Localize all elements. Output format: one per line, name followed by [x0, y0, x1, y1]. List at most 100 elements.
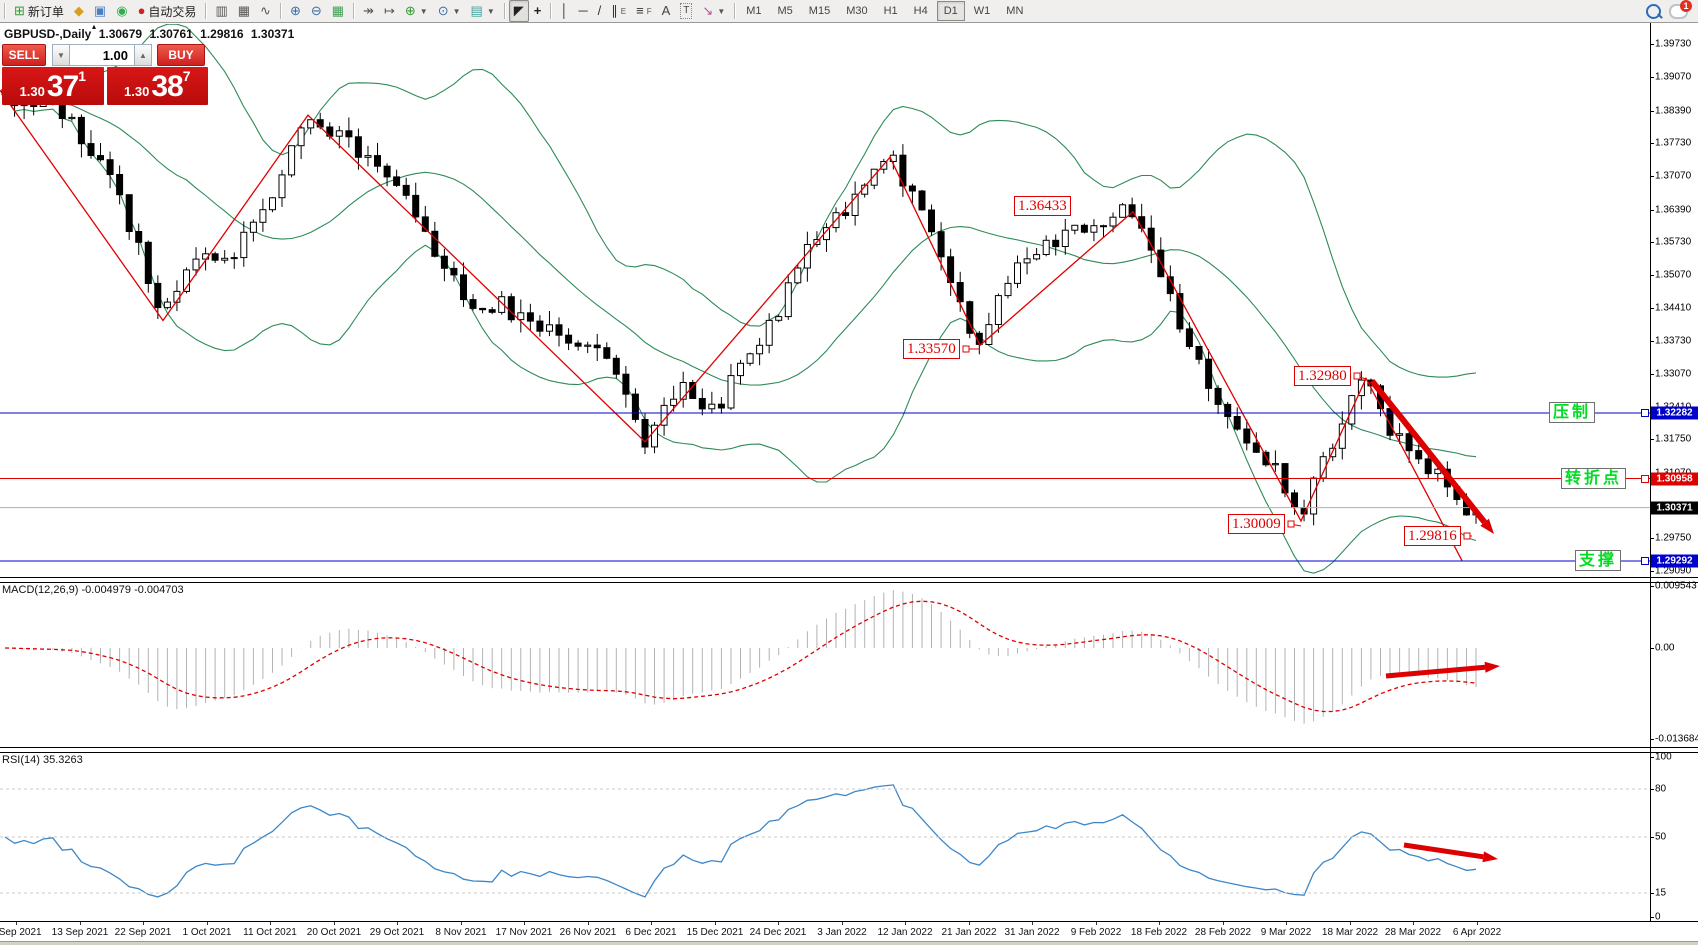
panel-separator[interactable]	[0, 577, 1698, 583]
indicator-tick-label: 100	[1655, 751, 1672, 763]
price-annotation[interactable]: 1.33570	[903, 339, 960, 359]
main-chart-panel[interactable]	[0, 22, 1698, 577]
trend-arrow-head	[1480, 518, 1494, 534]
indicator-tick-mark	[1650, 893, 1654, 894]
chart-info-line: GBPUSD-,Daily 1.30679 1.30761 1.29816 1.…	[4, 27, 298, 41]
level-anchor-square	[1641, 474, 1649, 483]
zoom-in-button[interactable]: ⊕	[285, 0, 306, 22]
price-annotation[interactable]: 1.29816	[1404, 526, 1461, 546]
date-label: 18 Feb 2022	[1130, 927, 1188, 938]
tf-button-M30[interactable]: M30	[846, 5, 868, 17]
price-tick-mark	[1650, 111, 1654, 112]
level-label-resistance[interactable]: 压制	[1549, 402, 1596, 423]
horizontal-line-button[interactable]: ─	[573, 0, 592, 22]
indicator-tick-mark	[1650, 837, 1654, 838]
price-annotation[interactable]: 1.30009	[1228, 514, 1285, 534]
price-annotation[interactable]: 1.36433	[1014, 196, 1071, 216]
price-tick-mark	[1650, 44, 1654, 45]
trade-panel-collapse-icon[interactable]: ▴	[92, 22, 97, 31]
volume-down-button[interactable]: ▼	[52, 44, 70, 66]
text-label-button[interactable]: T	[675, 0, 697, 22]
ask-quote[interactable]: 1.30 38 7	[106, 67, 208, 105]
chevron-down-icon: ▼	[419, 6, 428, 16]
add-indicator-icon: ⊕	[404, 3, 416, 18]
search-icon[interactable]	[1646, 3, 1661, 19]
ohlc-open: 1.30679	[98, 27, 143, 41]
chart-candles-button[interactable]: ▦	[233, 0, 255, 22]
date-label: 9 Mar 2022	[1260, 927, 1312, 938]
auto-trading-label: 自动交易	[148, 4, 197, 19]
volume-up-button[interactable]: ▲	[134, 44, 152, 66]
cursor-button[interactable]: ◤	[508, 0, 529, 22]
tile-windows-button[interactable]: ▦	[327, 0, 349, 22]
signals-button[interactable]: ◉	[111, 0, 132, 22]
chat-icon[interactable]: 1	[1669, 0, 1692, 19]
channel-button[interactable]: ∥ E	[611, 3, 627, 18]
sell-button[interactable]: SELL	[2, 44, 46, 66]
tf-button-D1[interactable]: D1	[936, 1, 965, 21]
date-label: 20 Oct 2021	[306, 927, 362, 938]
tf-button-MN[interactable]: MN	[1006, 5, 1024, 17]
trade-quotes-row: 1.30 37 1 1.30 38 7	[2, 67, 208, 105]
one-click-trading-panel: SELL ▼ 1.00 ▲ BUY 1.30 37 1 1.30 38 7	[2, 44, 208, 105]
price-badge: 1.32282	[1651, 406, 1698, 420]
arrows-button[interactable]: ↘ ▼	[697, 0, 730, 22]
text-button[interactable]: A	[657, 0, 676, 22]
chart-shift-icon: ↦	[383, 3, 395, 18]
trend-arrow-head	[1482, 851, 1498, 863]
tf-button-H1[interactable]: H1	[883, 5, 898, 17]
vertical-line-icon: │	[560, 3, 569, 18]
toolbar-separator	[205, 3, 207, 19]
tf-button-H4[interactable]: H4	[913, 5, 928, 17]
volume-input[interactable]: 1.00	[70, 44, 134, 66]
price-tick-mark	[1650, 143, 1654, 144]
rsi-plot-group	[4, 784, 1477, 898]
indicators-button[interactable]: ⊕ ▼	[400, 0, 433, 22]
price-tick-label: 1.33730	[1655, 335, 1692, 347]
chart-line-button[interactable]: ∿	[255, 0, 276, 22]
chart-shift-button[interactable]: ↦	[379, 0, 400, 22]
indicator-tick-mark	[1650, 917, 1654, 918]
trend-arrow	[1403, 842, 1484, 860]
auto-scroll-button[interactable]: ↠	[358, 0, 379, 22]
auto-trading-button[interactable]: ● 自动交易	[133, 0, 202, 22]
vertical-line-button[interactable]: │	[555, 0, 573, 22]
new-order-icon: ⊞	[14, 3, 25, 18]
zoom-out-icon: ⊖	[310, 3, 322, 18]
buy-button[interactable]: BUY	[157, 44, 205, 66]
trendline-button[interactable]: /	[593, 0, 607, 22]
panel-separator[interactable]	[0, 747, 1698, 753]
level-label-pivot[interactable]: 转折点	[1561, 467, 1627, 489]
new-order-button[interactable]: ⊞ 新订单	[9, 0, 69, 22]
zoom-out-button[interactable]: ⊖	[306, 0, 327, 22]
trade-controls-row: SELL ▼ 1.00 ▲ BUY	[2, 44, 208, 66]
date-tick-mark	[969, 922, 970, 925]
auto-trading-icon: ●	[137, 3, 146, 18]
crosshair-button[interactable]: +	[529, 0, 547, 22]
macd-panel[interactable]	[0, 581, 1698, 747]
price-annotation[interactable]: 1.32980	[1294, 366, 1351, 386]
bid-quote[interactable]: 1.30 37 1	[2, 67, 104, 105]
tf-button-M5[interactable]: M5	[777, 5, 793, 17]
fibonacci-button[interactable]: ≡ F	[636, 3, 652, 18]
terminal-button[interactable]: ▣	[89, 0, 111, 22]
toolbar-separator	[353, 3, 355, 19]
date-label: 6 Apr 2022	[1452, 927, 1502, 938]
tf-button-W1[interactable]: W1	[973, 5, 991, 17]
auto-scroll-icon: ↠	[363, 3, 374, 18]
price-tick-label: 1.37070	[1655, 170, 1692, 182]
market-watch-button[interactable]: ◆	[69, 0, 89, 22]
price-tick-label: 1.34410	[1655, 302, 1692, 314]
price-tick-label: 1.33070	[1655, 368, 1692, 380]
tf-button-M1[interactable]: M1	[746, 5, 762, 17]
indicator-tick-label: 80	[1655, 783, 1667, 795]
chart-bars-button[interactable]: ▥	[210, 0, 232, 22]
time-axis[interactable]: 2 Sep 2021 13 Sep 2021 22 Sep 2021 1 Oct 20…	[0, 921, 1698, 942]
chevron-down-icon: ▼	[452, 6, 461, 16]
date-tick-mark	[842, 922, 843, 925]
toolbar-separator	[4, 3, 5, 19]
tf-button-M15[interactable]: M15	[808, 5, 831, 17]
periods-button[interactable]: ⊙ ▼	[433, 0, 466, 22]
templates-button[interactable]: ▤ ▼	[466, 0, 500, 22]
level-label-support[interactable]: 支撑	[1575, 550, 1622, 572]
